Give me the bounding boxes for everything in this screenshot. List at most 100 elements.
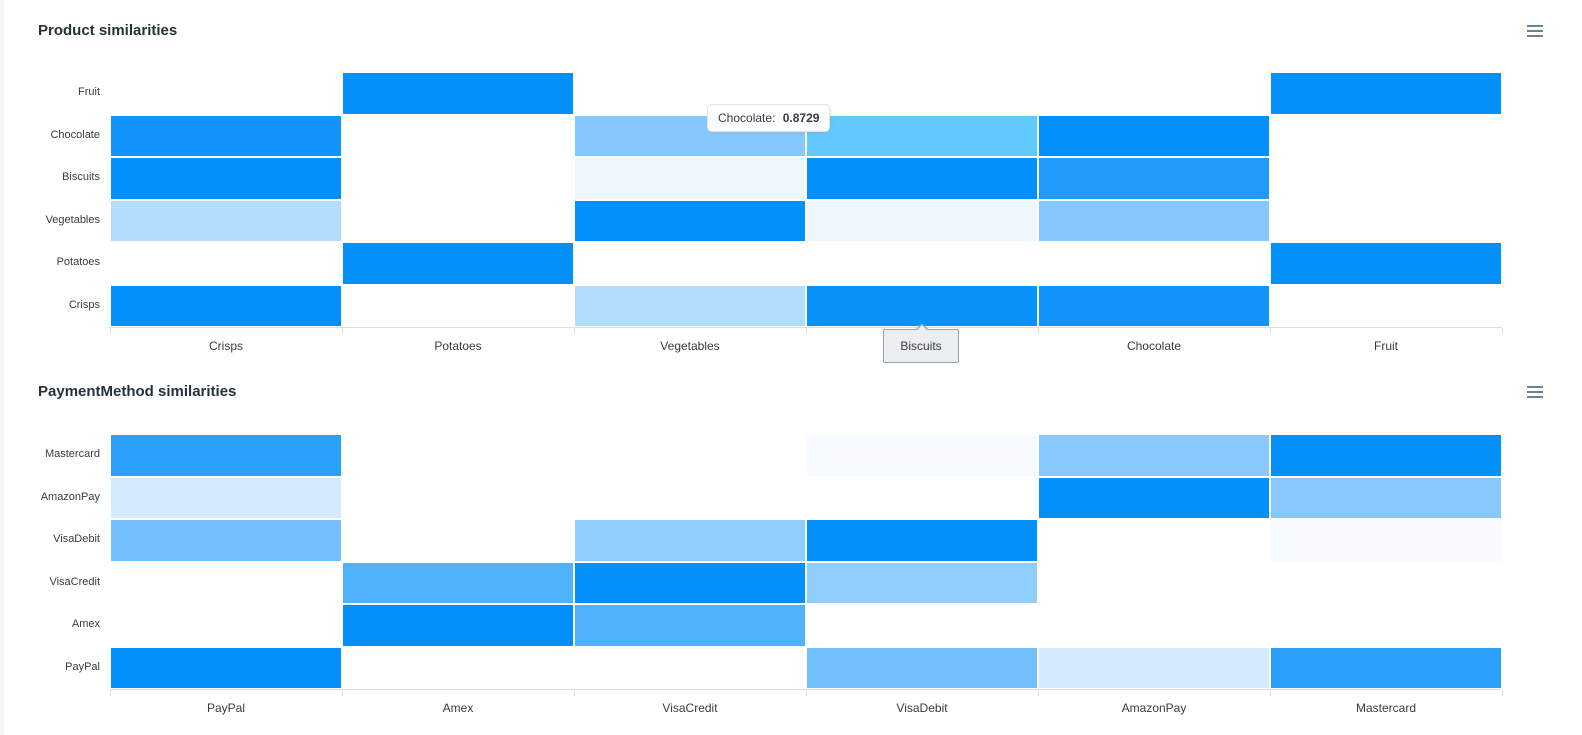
heatmap-cell[interactable] — [1038, 242, 1270, 285]
value-tooltip: Chocolate: 0.8729 — [707, 104, 831, 132]
y-axis-label: PayPal — [65, 660, 100, 673]
heatmap-cell[interactable] — [1038, 284, 1270, 327]
heatmap-cell[interactable] — [574, 519, 806, 562]
heatmap-cell[interactable] — [342, 157, 574, 200]
heatmap-cell[interactable] — [110, 284, 342, 327]
heatmap-cell[interactable] — [574, 434, 806, 477]
heatmap-cell[interactable] — [110, 519, 342, 562]
heatmap-cell[interactable] — [342, 284, 574, 327]
heatmap-cell[interactable] — [1270, 476, 1502, 519]
heatmap-cell[interactable] — [1038, 604, 1270, 647]
heatmap-cell[interactable] — [806, 646, 1038, 689]
heatmap-cell[interactable] — [1038, 561, 1270, 604]
x-axis-tick — [1502, 690, 1503, 696]
heatmap-cell[interactable] — [1270, 561, 1502, 604]
heatmap-cell[interactable] — [1038, 157, 1270, 200]
heatmap-cell[interactable] — [1270, 519, 1502, 562]
x-axis-label: Fruit — [1374, 339, 1398, 353]
heatmap-cell[interactable] — [342, 114, 574, 157]
chart-title: Product similarities — [38, 22, 178, 39]
heatmap-cell[interactable] — [110, 561, 342, 604]
heatmap-cell[interactable] — [110, 604, 342, 647]
heatmap-cell[interactable] — [1270, 646, 1502, 689]
y-axis-label: AmazonPay — [40, 490, 100, 503]
heatmap-cell[interactable] — [342, 519, 574, 562]
x-axis-label: Vegetables — [660, 339, 720, 353]
heatmap-cell[interactable] — [806, 284, 1038, 327]
heatmap-cell[interactable] — [342, 199, 574, 242]
heatmap-cell[interactable] — [110, 476, 342, 519]
heatmap-cell[interactable] — [574, 646, 806, 689]
heatmap-cell[interactable] — [1270, 242, 1502, 285]
heatmap-cell[interactable] — [342, 72, 574, 115]
y-axis-label: Crisps — [68, 298, 100, 311]
x-axis-tick — [1038, 690, 1039, 696]
x-axis-tick — [1270, 690, 1271, 696]
heatmap-cell[interactable] — [1038, 434, 1270, 477]
heatmap-cell[interactable] — [1270, 157, 1502, 200]
heatmap-cell[interactable] — [342, 646, 574, 689]
heatmap-cell[interactable] — [1038, 519, 1270, 562]
heatmap-cell[interactable] — [806, 199, 1038, 242]
heatmap-cell[interactable] — [1270, 114, 1502, 157]
heatmap-cell[interactable] — [574, 561, 806, 604]
heatmap-cell[interactable] — [806, 157, 1038, 200]
y-axis-label: VisaDebit — [53, 533, 100, 546]
heatmap-cell[interactable] — [110, 114, 342, 157]
heatmap-cell[interactable] — [1270, 284, 1502, 327]
heatmap-cell[interactable] — [574, 242, 806, 285]
y-axis-label: Chocolate — [50, 128, 100, 141]
heatmap-cell[interactable] — [110, 157, 342, 200]
heatmap-cell[interactable] — [342, 434, 574, 477]
heatmap-cell[interactable] — [110, 434, 342, 477]
heatmap-cell[interactable] — [1270, 604, 1502, 647]
hamburger-menu-icon[interactable] — [1527, 386, 1543, 398]
tooltip-series-label: Chocolate: — [718, 111, 776, 125]
heatmap-cell[interactable] — [110, 72, 342, 115]
heatmap-cell[interactable] — [806, 434, 1038, 477]
x-axis-line — [110, 327, 1502, 328]
heatmap-cell[interactable] — [342, 561, 574, 604]
heatmap-cell[interactable] — [806, 604, 1038, 647]
heatmap-cell[interactable] — [806, 242, 1038, 285]
heatmap-cell[interactable] — [1038, 476, 1270, 519]
heatmap-cell[interactable] — [110, 646, 342, 689]
heatmap-cell[interactable] — [806, 72, 1038, 115]
heatmap-cell[interactable] — [1270, 434, 1502, 477]
heatmap-cell[interactable] — [574, 284, 806, 327]
tooltip-value: 0.8729 — [782, 111, 820, 125]
x-axis-tick — [1502, 328, 1503, 334]
x-axis-label: Chocolate — [1126, 339, 1182, 353]
x-axis-tick — [574, 690, 575, 696]
y-axis-label: VisaCredit — [49, 575, 100, 588]
heatmap-cell[interactable] — [1038, 114, 1270, 157]
heatmap-cell[interactable] — [1038, 199, 1270, 242]
heatmap-cell[interactable] — [1270, 199, 1502, 242]
heatmap-cell[interactable] — [342, 242, 574, 285]
heatmap-plot — [110, 72, 1502, 327]
heatmap-cell[interactable] — [342, 604, 574, 647]
heatmap-cell[interactable] — [806, 476, 1038, 519]
x-axis-line — [110, 689, 1502, 690]
y-axis-label: Potatoes — [56, 256, 100, 269]
heatmap-cell[interactable] — [574, 157, 806, 200]
heatmap-cell[interactable] — [806, 561, 1038, 604]
y-axis-label: Mastercard — [44, 448, 100, 461]
heatmap-cell[interactable] — [110, 242, 342, 285]
x-axis-tick — [342, 328, 343, 334]
heatmap-cell[interactable] — [574, 604, 806, 647]
heatmap-cell[interactable] — [1038, 72, 1270, 115]
heatmap-cell[interactable] — [574, 199, 806, 242]
heatmap-cell[interactable] — [342, 476, 574, 519]
heatmap-cell[interactable] — [806, 114, 1038, 157]
heatmap-cell[interactable] — [1038, 646, 1270, 689]
heatmap-cell[interactable] — [806, 519, 1038, 562]
heatmap-cell[interactable] — [110, 199, 342, 242]
heatmap-cell[interactable] — [1270, 72, 1502, 115]
x-axis-label: Amex — [442, 701, 474, 715]
hamburger-menu-icon[interactable] — [1527, 25, 1543, 37]
x-axis-crosshair-tooltip: Biscuits — [883, 323, 959, 363]
heatmap-cell[interactable] — [574, 476, 806, 519]
x-axis-label: VisaCredit — [662, 701, 718, 715]
